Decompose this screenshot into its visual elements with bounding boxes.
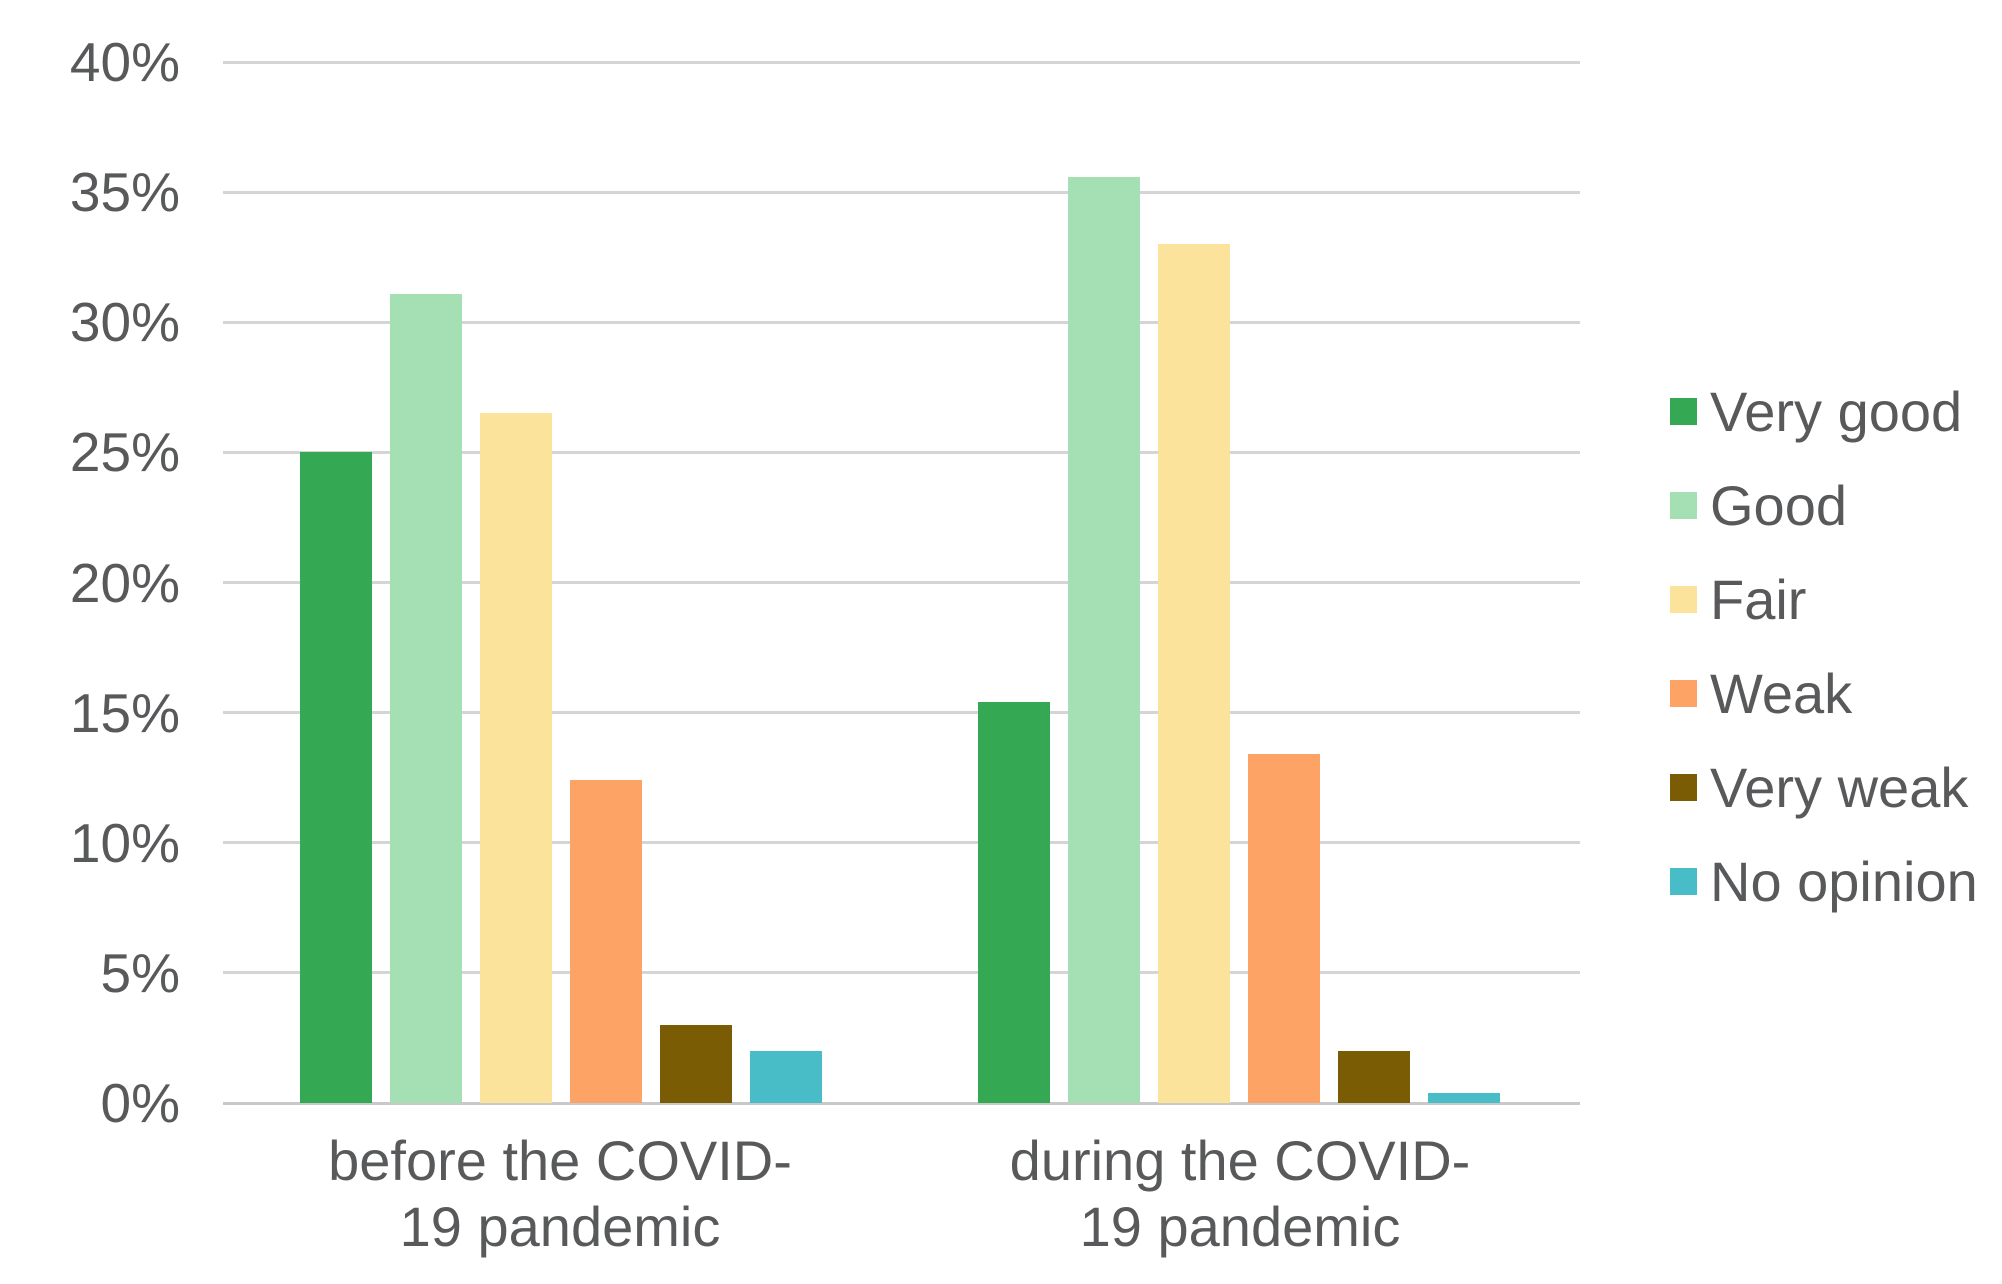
- legend-label: Very good: [1710, 379, 1963, 443]
- gridline: [223, 581, 1580, 584]
- legend: Very good Good Fair Weak Very weak No opinion: [1670, 380, 1978, 946]
- y-axis-tick-label: 30%: [69, 291, 180, 354]
- legend-label: Weak: [1710, 661, 1853, 725]
- legend-item-very-good: Very good: [1670, 380, 1978, 443]
- bar-fair-during: [1158, 244, 1230, 1103]
- legend-swatch-no-opinion: [1670, 867, 1697, 895]
- bar-very-good-during: [978, 702, 1050, 1103]
- legend-swatch-very-good: [1670, 397, 1697, 425]
- y-axis-tick-label: 35%: [69, 161, 180, 224]
- legend-item-weak: Weak: [1670, 662, 1978, 725]
- bar-very-weak-before: [660, 1024, 732, 1103]
- gridline: [223, 450, 1580, 454]
- legend-swatch-very-weak: [1670, 773, 1697, 801]
- y-axis-tick-label: 0%: [100, 1072, 181, 1134]
- y-axis-tick-label: 20%: [69, 551, 180, 614]
- legend-item-very-weak: Very weak: [1670, 756, 1978, 819]
- bar-weak-before: [570, 780, 642, 1103]
- legend-item-good: Good: [1670, 474, 1978, 537]
- y-axis-tick-label: 5%: [100, 941, 181, 1004]
- gridline: [223, 190, 1580, 194]
- bar-fair-before: [480, 413, 552, 1103]
- bar-good-before: [390, 293, 462, 1103]
- gridline: [223, 320, 1580, 324]
- y-axis-tick-label: 10%: [69, 811, 180, 874]
- legend-swatch-weak: [1670, 679, 1697, 707]
- x-axis-line: [223, 1101, 1580, 1105]
- bar-weak-during: [1248, 754, 1320, 1103]
- legend-label: Good: [1710, 473, 1847, 537]
- bar-very-good-before: [300, 452, 372, 1103]
- gridline: [223, 971, 1580, 975]
- legend-swatch-good: [1670, 491, 1697, 519]
- y-axis-tick-label: 25%: [69, 421, 180, 484]
- gridline: [223, 711, 1580, 715]
- bar-no-opinion-before: [750, 1050, 822, 1103]
- y-axis-tick-label: 15%: [69, 681, 180, 744]
- bar-very-weak-during: [1338, 1050, 1410, 1103]
- legend-label: Very weak: [1710, 755, 1969, 819]
- legend-swatch-fair: [1670, 585, 1697, 613]
- gridline: [223, 841, 1580, 845]
- x-axis-category-label: during the COVID-19 pandemic: [1009, 1129, 1471, 1258]
- legend-item-no-opinion: No opinion: [1670, 850, 1978, 913]
- legend-item-fair: Fair: [1670, 568, 1978, 631]
- gridline: [223, 60, 1580, 64]
- bar-no-opinion-during: [1428, 1092, 1500, 1103]
- y-axis-tick-label: 40%: [69, 31, 180, 93]
- legend-label: No opinion: [1710, 849, 1978, 913]
- x-axis-category-label: before the COVID-19 pandemic: [328, 1129, 792, 1258]
- legend-label: Fair: [1710, 567, 1807, 631]
- bar-good-during: [1068, 176, 1140, 1103]
